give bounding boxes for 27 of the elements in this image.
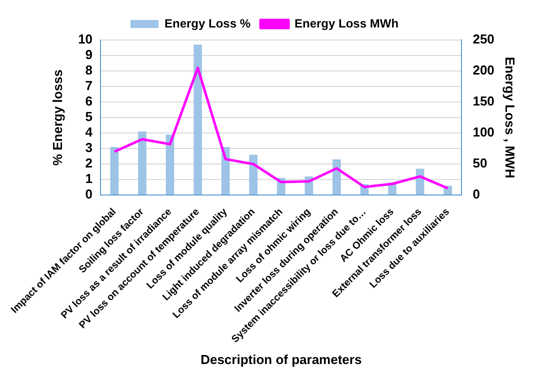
y-tick-label: 0: [85, 186, 93, 202]
y2-axis-title: Energy Loss , MWH: [502, 56, 518, 178]
x-axis-title: Description of parameters: [200, 352, 362, 367]
bar: [332, 159, 341, 195]
y2-tick-label: 0: [472, 186, 480, 202]
y2-tick-label: 200: [472, 62, 494, 78]
bar: [249, 154, 258, 195]
y2-tick-label: 150: [472, 94, 494, 109]
y-tick-label: 10: [78, 32, 93, 47]
y-tick-label: 7: [85, 78, 93, 94]
bar: [110, 146, 119, 195]
y-tick-label: 8: [85, 62, 93, 78]
y-tick-label: 3: [85, 140, 93, 156]
y-tick-label: 4: [85, 124, 94, 140]
legend-label: Energy Loss MWh: [294, 16, 399, 30]
y-tick-label: 9: [85, 47, 93, 62]
y2-tick-label: 50: [472, 156, 488, 171]
y-axis-title: % Energy losss: [50, 69, 65, 166]
y2-tick-label: 250: [472, 32, 494, 47]
bar: [194, 44, 202, 195]
y-tick-label: 6: [85, 94, 93, 109]
bar: [138, 131, 146, 195]
legend-label: Energy Loss %: [164, 16, 251, 30]
y-tick-label: 2: [85, 156, 93, 171]
y-tick-label: 5: [85, 109, 93, 124]
y-tick-label: 1: [85, 171, 93, 186]
y2-tick-label: 100: [472, 124, 494, 140]
